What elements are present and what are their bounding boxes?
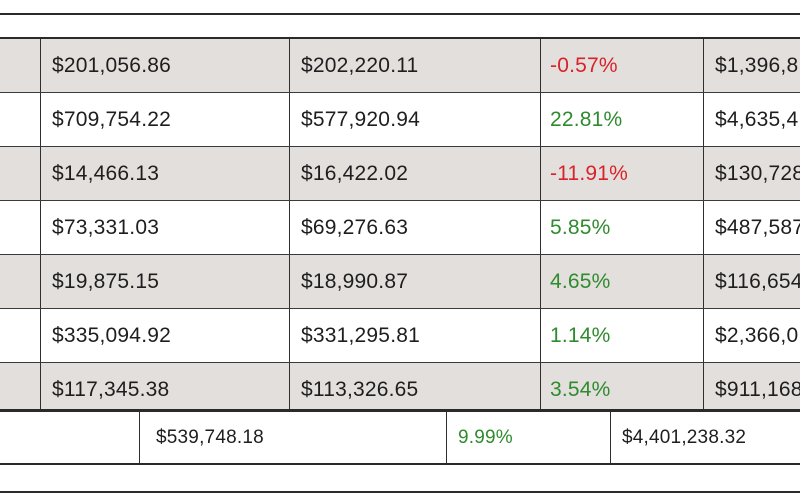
ytd-amount-cell: $4,635,4 xyxy=(715,107,799,131)
totals-row: $539,748.18 9.99% $4,401,238.32 xyxy=(0,412,800,463)
row-label-cell xyxy=(0,363,41,416)
table-row: $19,875.15 $18,990.87 4.65% $116,654 xyxy=(0,255,800,309)
table-row: $335,094.92 $331,295.81 1.14% $2,366,0 xyxy=(0,309,800,363)
prior-amount-cell: $202,220.11 xyxy=(291,39,541,92)
table-row: $117,345.38 $113,326.65 3.54% $911,168 xyxy=(0,363,800,416)
current-amount-cell: $117,345.38 xyxy=(41,363,290,416)
current-amount-cell: $201,056.86 xyxy=(41,39,290,92)
table-top-rule xyxy=(0,37,800,39)
totals-bottom-rule xyxy=(0,463,800,465)
prior-amount-cell: $16,422.02 xyxy=(291,147,541,200)
table-row: $709,754.22 $577,920.94 22.81% $4,635,4 xyxy=(0,93,800,147)
ytd-amount-cell: $1,396,8 xyxy=(715,53,799,77)
row-label-cell xyxy=(0,309,41,362)
ytd-amount-cell: $116,654 xyxy=(715,269,800,293)
row-label-cell xyxy=(0,255,41,308)
row-label-cell xyxy=(0,39,41,92)
table-bottom-rule xyxy=(0,409,800,412)
top-band xyxy=(0,0,800,13)
prior-amount-cell: $69,276.63 xyxy=(291,201,541,254)
prior-amount-cell: $18,990.87 xyxy=(291,255,541,308)
current-amount-cell: $19,875.15 xyxy=(41,255,290,308)
ytd-amount-cell: $487,587 xyxy=(715,215,800,239)
change-percent-cell: -11.91% xyxy=(542,147,704,200)
data-table: $201,056.86 $202,220.11 -0.57% $1,396,8 $709… xyxy=(0,39,800,416)
top-rule xyxy=(0,13,800,15)
change-percent-cell: 4.65% xyxy=(542,255,704,308)
prior-amount-cell: $577,920.94 xyxy=(291,93,541,146)
row-label-cell xyxy=(0,201,41,254)
table-row: $14,466.13 $16,422.02 -11.91% $130,728 xyxy=(0,147,800,201)
change-percent-cell: 3.54% xyxy=(542,363,704,416)
row-label-cell xyxy=(0,147,41,200)
prior-amount-cell: $331,295.81 xyxy=(291,309,541,362)
bottom-rule xyxy=(0,491,800,493)
ytd-amount-cell: $130,728 xyxy=(715,161,800,185)
table-row: $201,056.86 $202,220.11 -0.57% $1,396,8 xyxy=(0,39,800,93)
change-percent-cell: 5.85% xyxy=(542,201,704,254)
change-percent-cell: -0.57% xyxy=(542,39,704,92)
totals-amount-cell: $539,748.18 xyxy=(140,412,447,463)
current-amount-cell: $14,466.13 xyxy=(41,147,290,200)
change-percent-cell: 1.14% xyxy=(542,309,704,362)
totals-change-cell: 9.99% xyxy=(448,412,611,463)
row-label-cell xyxy=(0,93,41,146)
table-row: $73,331.03 $69,276.63 5.85% $487,587 xyxy=(0,201,800,255)
current-amount-cell: $73,331.03 xyxy=(41,201,290,254)
ytd-amount-cell: $911,168 xyxy=(715,377,800,401)
totals-ytd-cell: $4,401,238.32 xyxy=(622,426,747,448)
prior-amount-cell: $113,326.65 xyxy=(291,363,541,416)
current-amount-cell: $335,094.92 xyxy=(41,309,290,362)
change-percent-cell: 22.81% xyxy=(542,93,704,146)
ytd-amount-cell: $2,366,0 xyxy=(715,323,799,347)
current-amount-cell: $709,754.22 xyxy=(41,93,290,146)
totals-label-cell xyxy=(0,412,140,463)
